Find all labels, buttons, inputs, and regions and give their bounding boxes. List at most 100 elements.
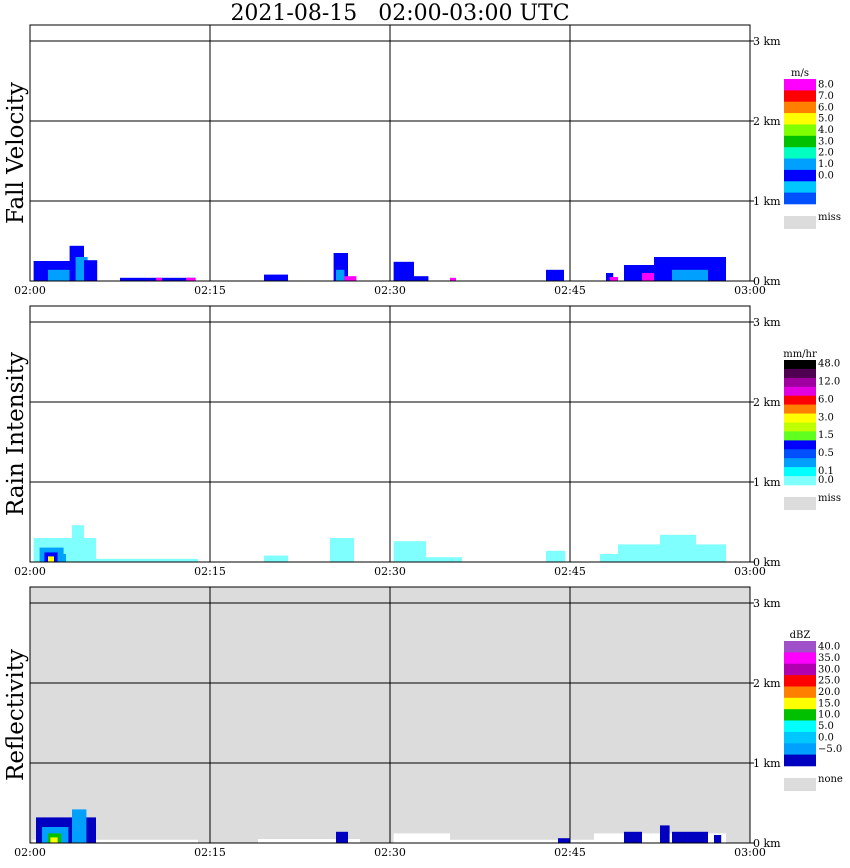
- colorbar-label: 30.0: [818, 664, 840, 675]
- height-tick-label: 2 km: [753, 396, 781, 409]
- colorbar-band: [784, 663, 816, 676]
- colorbar-band: [784, 422, 816, 432]
- colorbar-label: 2.0: [818, 148, 834, 159]
- colorbar-label: 10.0: [818, 710, 840, 721]
- height-tick-label: 0 km: [753, 275, 781, 288]
- height-tick-label: 2 km: [753, 115, 781, 128]
- plot-frame: [29, 586, 751, 844]
- echo-cell-5: [72, 809, 87, 843]
- echo-cell-4: [84, 260, 98, 281]
- panel-ylabel: Rain Intensity: [3, 352, 29, 516]
- echo-cell-12: [393, 261, 414, 281]
- time-tick-label: 02:00: [14, 284, 46, 297]
- colorbar-label: 15.0: [818, 698, 840, 709]
- colorbar-band: [784, 709, 816, 721]
- time-tick-label: 02:30: [374, 565, 406, 578]
- height-tick-label: 3 km: [753, 597, 781, 610]
- colorbar-label: 3.0: [818, 412, 834, 423]
- colorbar-band: [784, 697, 816, 710]
- echo-cell-4: [50, 837, 58, 843]
- colorbar-band: [784, 449, 816, 459]
- height-tick-label: 0 km: [753, 556, 781, 569]
- panel-ylabel: Reflectivity: [3, 649, 29, 781]
- echo-cell-15: [546, 269, 564, 281]
- time-tick-label: 02:15: [194, 846, 226, 859]
- time-tick-label: 02:15: [194, 565, 226, 578]
- height-tick-label: 3 km: [753, 35, 781, 48]
- echo-cell-6: [156, 277, 162, 281]
- colorbar-unit: mm/hr: [783, 349, 817, 360]
- time-tick-label: 02:00: [14, 565, 46, 578]
- echo-cell-17: [609, 277, 618, 281]
- colorbar-missing-label: miss: [818, 493, 841, 504]
- colorbar-missing-label: none: [818, 774, 843, 785]
- colorbar-missing-swatch: [784, 778, 816, 791]
- colorbar-label: 8.0: [818, 80, 834, 91]
- colorbar-band: [784, 386, 816, 396]
- echo-cell-1: [48, 269, 70, 281]
- colorbar-label: 25.0: [818, 676, 840, 687]
- colorbar-unit: m/s: [791, 68, 809, 79]
- echo-cell-15: [714, 835, 722, 843]
- colorbar-band: [784, 467, 816, 477]
- colorbar-band: [784, 147, 816, 159]
- echo-cell-14: [450, 277, 456, 281]
- colorbar-label: 4.0: [818, 125, 834, 136]
- height-tick-label: 3 km: [753, 316, 781, 329]
- echo-cell-21: [672, 269, 708, 281]
- echo-cell-1: [72, 525, 84, 562]
- echo-cell-9: [450, 839, 594, 843]
- colorbar-band: [784, 113, 816, 125]
- colorbar-unit: dBZ: [790, 630, 811, 641]
- echo-cell-11: [344, 276, 357, 281]
- echo-cell-10: [426, 557, 462, 562]
- colorbar-label: 0.0: [818, 732, 834, 743]
- colorbar-band: [784, 404, 816, 414]
- colorbar-label: 12.0: [818, 377, 840, 388]
- colorbar-label: 1.5: [818, 430, 834, 441]
- colorbar-band: [784, 169, 816, 182]
- echo-cell-12: [600, 554, 618, 562]
- colorbar-missing-swatch: [784, 216, 816, 229]
- colorbar-label: 35.0: [818, 653, 840, 664]
- time-tick-label: 02:45: [554, 565, 586, 578]
- colorbar-band: [784, 101, 816, 114]
- colorbar-band: [784, 158, 816, 171]
- echo-cell-5: [57, 554, 66, 562]
- colorbar-missing-label: miss: [818, 212, 841, 223]
- colorbar-label: 6.0: [818, 102, 834, 113]
- colorbar-band: [784, 675, 816, 687]
- colorbar-band: [784, 641, 816, 653]
- echo-cell-10: [336, 269, 345, 281]
- fall-velocity-panel: 3 km 2 km 1 km 0 km 02:00 02:15 02:30 02:45 03:0…: [3, 24, 841, 297]
- echo-cell-14: [672, 831, 708, 843]
- colorbar-label: 0.1: [818, 466, 834, 477]
- colorbar-band: [784, 124, 816, 137]
- height-tick-label: 1 km: [753, 757, 781, 770]
- echo-cell-0: [32, 839, 199, 843]
- colorbar-band: [784, 192, 816, 205]
- colorbar-band: [784, 731, 816, 744]
- colorbar-band: [784, 652, 816, 665]
- time-tick-label: 03:00: [734, 846, 766, 859]
- rain-intensity-panel: 3 km 2 km 1 km 0 km 02:00 02:15 02:30 02:45 03:0…: [3, 305, 841, 578]
- echo-cell-9: [393, 541, 426, 562]
- colorbar-band: [784, 720, 816, 733]
- echo-cell-12: [624, 831, 642, 843]
- colorbar-label: 7.0: [818, 91, 834, 102]
- echo-cell-7: [264, 555, 288, 562]
- chart-title: 2021-08-15 02:00-03:00 UTC: [230, 1, 570, 26]
- plot-frame: [29, 305, 751, 563]
- colorbar-label: 6.0: [818, 394, 834, 405]
- colorbar-label: 1.0: [818, 159, 834, 170]
- time-tick-label: 03:00: [734, 565, 766, 578]
- echo-cell-13: [660, 825, 670, 843]
- time-tick-label: 02:45: [554, 846, 586, 859]
- height-tick-label: 2 km: [753, 677, 781, 690]
- colorbar-label: 5.0: [818, 114, 834, 125]
- reflectivity-panel: 3 km 2 km 1 km 0 km 02:00 02:15 02:30 02:45 03:0…: [3, 586, 843, 859]
- echo-cell-7: [336, 831, 348, 843]
- colorbar-label: 5.0: [818, 721, 834, 732]
- time-tick-label: 02:30: [374, 846, 406, 859]
